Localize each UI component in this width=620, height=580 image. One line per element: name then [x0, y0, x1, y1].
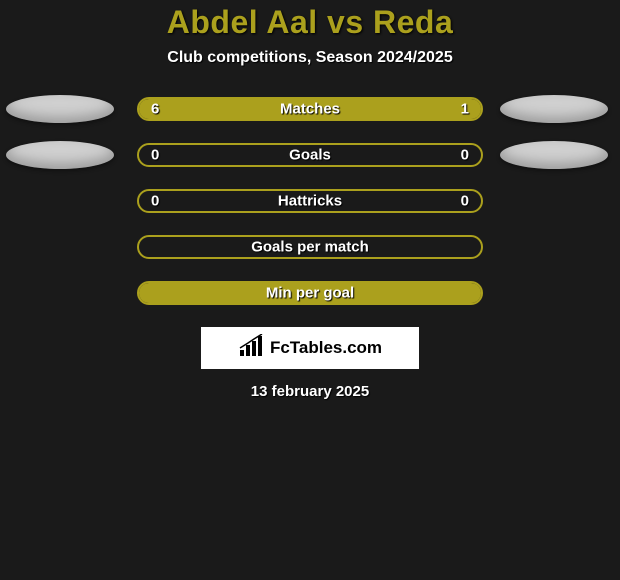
- stat-label: Min per goal: [266, 285, 354, 302]
- stat-row: 0 Hattricks 0: [0, 189, 620, 213]
- team-badge-left: [6, 141, 114, 169]
- stat-bar: 6 Matches 1: [137, 97, 483, 121]
- stat-row: 6 Matches 1: [0, 97, 620, 121]
- stat-bar: Goals per match: [137, 235, 483, 259]
- stat-row: Goals per match: [0, 235, 620, 259]
- stat-left-value: 6: [151, 101, 159, 118]
- stat-label: Goals: [289, 147, 331, 164]
- page-subtitle: Club competitions, Season 2024/2025: [0, 49, 620, 67]
- brand-box[interactable]: FcTables.com: [201, 327, 419, 369]
- stat-left-value: 0: [151, 147, 159, 164]
- stat-row: Min per goal: [0, 281, 620, 305]
- stat-right-value: 0: [461, 193, 469, 210]
- stats-rows: 6 Matches 1 0 Goals 0 0 Hattricks 0 Goals per mat…: [0, 97, 620, 305]
- stat-label: Matches: [280, 101, 340, 118]
- team-badge-left: [6, 95, 114, 123]
- team-badge-right: [500, 95, 608, 123]
- stat-left-value: 0: [151, 193, 159, 210]
- page-title: Abdel Aal vs Reda: [0, 4, 620, 41]
- stat-right-value: 0: [461, 147, 469, 164]
- bar-fill-left: [139, 99, 406, 119]
- stat-bar: Min per goal: [137, 281, 483, 305]
- stat-bar: 0 Goals 0: [137, 143, 483, 167]
- date-text: 13 february 2025: [0, 383, 620, 400]
- team-badge-right: [500, 141, 608, 169]
- stat-bar: 0 Hattricks 0: [137, 189, 483, 213]
- comparison-widget: Abdel Aal vs Reda Club competitions, Sea…: [0, 0, 620, 400]
- brand-text: FcTables.com: [270, 338, 382, 358]
- stat-label: Hattricks: [278, 193, 342, 210]
- stat-right-value: 1: [461, 101, 469, 118]
- chart-icon: [238, 334, 266, 363]
- bar-fill-right: [406, 99, 481, 119]
- stat-row: 0 Goals 0: [0, 143, 620, 167]
- stat-label: Goals per match: [251, 239, 369, 256]
